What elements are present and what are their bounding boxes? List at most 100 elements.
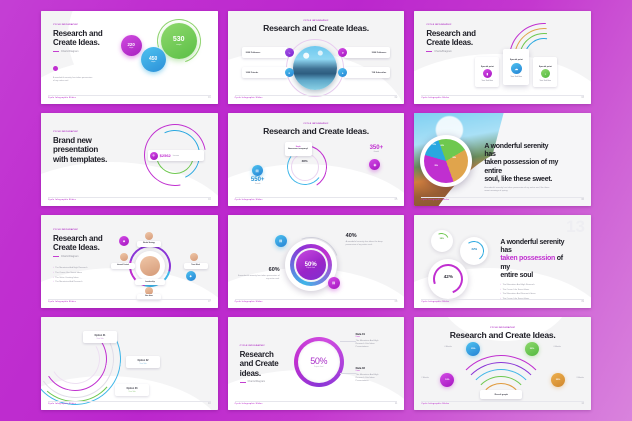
slide-footer: Cycle Infographic Slides (234, 403, 263, 405)
center-caption-label: Project Goal (306, 267, 316, 269)
option-caption: Your Sub (96, 337, 104, 340)
stat-bubble-blue[interactable]: 450 People (140, 47, 166, 72)
page-title: Brand new (53, 136, 92, 145)
arc-bubble-magenta[interactable]: 18% (440, 373, 455, 387)
list-item-label: The Ocean Like Sweet Ideas (55, 271, 82, 274)
heading-line2b: of my (500, 255, 563, 271)
arc-bubble-green[interactable]: 32% (525, 342, 539, 356)
stat-card-friends-100k[interactable]: 100K Friends (241, 67, 288, 78)
page-number: 11 (394, 402, 398, 405)
heading-line3: soul, like these sweet. (484, 175, 553, 183)
option-title: Option 02 (137, 359, 149, 363)
arc-green (472, 376, 531, 410)
node-card-new-ideas[interactable]: New Ideas (137, 294, 161, 300)
stat-card-label: 200K Followers (245, 51, 261, 54)
feature-card-caption: Your Sub Here (539, 79, 552, 82)
option-caption: Your Sub (139, 362, 147, 365)
list-item-label: The Mountains And High Research (55, 267, 88, 269)
node-label: Team Work (191, 265, 200, 267)
arc-value: 25% (471, 348, 476, 350)
bullet-icon: › (53, 281, 54, 284)
stat-left-value: 60% (268, 267, 280, 273)
pie-chart[interactable] (424, 139, 469, 183)
stat-card-subscriber-70k[interactable]: 70K Subscriber (344, 67, 391, 78)
feature-card-1[interactable]: Special point ▮ Your Sub Here (475, 57, 500, 87)
option-caption: Your Sub (128, 390, 136, 393)
slide-thumbnail-7[interactable]: Cycle Infographic Research and Create Id… (41, 215, 218, 308)
pie-label-2: 28% (452, 157, 457, 159)
bullet-icon: › (500, 284, 501, 287)
slide-footer: Cycle Infographic Slides (421, 199, 450, 201)
cloud-icon: ☁ (510, 63, 522, 75)
option-card-2[interactable]: Option 02 Your Sub (126, 356, 160, 368)
slide-thumbnail-8[interactable]: 50% Project Goal ▤ ▤ 40% A wonderful ser… (227, 215, 405, 308)
metric-card[interactable]: ◎ $2562 Income (147, 150, 204, 161)
page-title: Research and (426, 29, 476, 38)
slide-canvas: Cycle Infographic Research and Create Id… (414, 317, 591, 410)
list-item: › The Ocean Like Sweet Ideas (53, 272, 109, 275)
stat-value: 530 (172, 36, 185, 44)
stat-caption: People (128, 47, 134, 49)
slide-thumbnail-10[interactable]: Option 01 Your Sub Option 02 Your Sub Op… (41, 317, 218, 410)
center-callout[interactable]: Simple Awesome company! (284, 142, 312, 156)
stat-bubble-magenta[interactable]: 220 People (120, 35, 142, 56)
page-title: Research (239, 350, 274, 359)
slide-thumbnail-12[interactable]: Cycle Infographic Research and Create Id… (414, 317, 591, 410)
callout-caption: Users (355, 370, 361, 372)
donut-card-blue[interactable] (460, 237, 489, 265)
feature-card-3[interactable]: Special point ▪ Your Sub Here (533, 57, 558, 87)
center-caption-label: Leadership (145, 281, 155, 283)
center-caption[interactable]: Leadership (135, 279, 165, 285)
subtitle: Charts/Diagram (61, 50, 79, 53)
donut-card-green[interactable] (431, 230, 454, 252)
node-icon-blue: ◆ (185, 271, 196, 281)
node-card-market-strategy[interactable]: Market Strategy (137, 241, 161, 247)
stat-value: 220 (127, 42, 135, 48)
bullet-icon: › (53, 271, 54, 274)
list-item-label: The Mountains And Research (55, 281, 83, 284)
stat-card-followers-200k[interactable]: 200K Followers (241, 47, 288, 58)
option-card-3[interactable]: Option 03 Your Sub (115, 384, 149, 396)
node-card-team-work[interactable]: Team Work (183, 263, 208, 269)
divider (421, 298, 584, 299)
slide-thumbnail-11[interactable]: Cycle Infographic Research and Create id… (227, 317, 405, 410)
slide-thumbnail-9[interactable]: 13 35% 22% 42% A wonderful serenity has … (414, 215, 591, 308)
feature-card-2[interactable]: Special point ☁ Your Sub Here (503, 49, 530, 85)
stat-card-followers-350k[interactable]: 350K Followers (344, 47, 391, 58)
donut-value-magenta: 42% (443, 274, 453, 279)
option-card-1[interactable]: Option 01 Your Sub (83, 331, 117, 343)
slide-thumbnail-3[interactable]: Cycle Infographic Research and Create Id… (414, 11, 591, 104)
stat-caption: People (150, 62, 156, 64)
divider (48, 400, 211, 401)
page-title-line2: Create Ideas. (53, 243, 100, 253)
node-card-internal-control[interactable]: Internal Control (111, 263, 135, 269)
slide-thumbnail-5[interactable]: Cycle Infographic Research and Create Id… (227, 113, 405, 206)
bulb-icon: ▤ (274, 235, 287, 247)
node-avatar (120, 253, 128, 261)
arc-label-orange: 8 Months (576, 377, 584, 379)
divider (421, 94, 584, 95)
eyebrow: Cycle Infographic (239, 345, 265, 347)
stat-value: 450 (148, 55, 158, 62)
slide-thumbnail-4[interactable]: Cycle Infographic Brand new presentation… (41, 113, 218, 206)
slide-thumbnail-6[interactable]: 22% 28% 35% 15% A wonderful serenity has… (414, 113, 591, 206)
arc-bubble-orange[interactable]: 25% (551, 373, 565, 387)
divider (234, 298, 398, 299)
result-graph-label[interactable]: Result graph (480, 390, 523, 399)
eyebrow: Cycle Infographic (303, 123, 329, 125)
slide-canvas: 50% Project Goal ▤ ▤ 40% A wonderful ser… (227, 215, 405, 308)
user-icon: ● (284, 68, 294, 77)
list-item: › The Mountains And High Research (500, 284, 568, 287)
slide-canvas: Cycle Infographic Research and Create id… (227, 317, 405, 410)
eyebrow: Cycle Infographic (426, 24, 452, 26)
eyebrow: Cycle Infographic (303, 20, 329, 22)
node-label: Internal Control (117, 265, 129, 267)
page-number: 01 (207, 96, 211, 99)
stat-bubble-green[interactable]: 530 People (160, 23, 197, 59)
slide-thumbnail-2[interactable]: Cycle Infographic Research and Create Id… (227, 11, 405, 104)
heading-highlight: taken possession (500, 255, 556, 263)
arc-bubble-blue[interactable]: 25% (466, 342, 481, 356)
arc-blue (465, 369, 538, 410)
donut-card-magenta[interactable] (428, 259, 469, 299)
slide-thumbnail-1[interactable]: Cycle Infographic Research and Create Id… (41, 11, 218, 104)
